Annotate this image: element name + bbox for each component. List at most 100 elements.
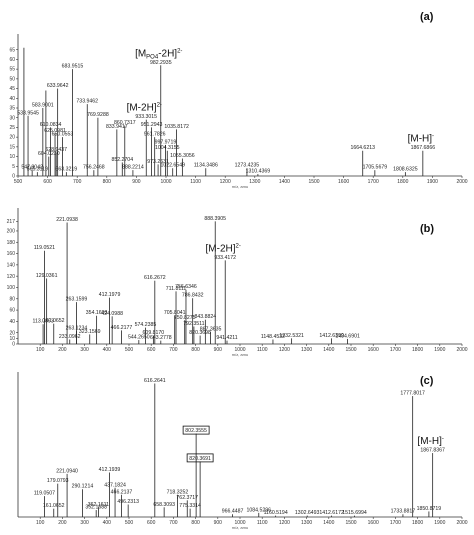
peak-label: 1850.8719 (417, 506, 442, 512)
x-tick-label: 1000 (234, 520, 245, 526)
y-tick-label: 10 (9, 154, 15, 160)
peak-label: 860.7317 (114, 120, 136, 126)
peak-label: 412.1979 (99, 292, 121, 298)
y-tick-label: 15 (9, 144, 15, 150)
y-tick-label: 40 (9, 96, 15, 102)
y-tick-label: 217 (7, 219, 16, 225)
peak-label: 683.9515 (62, 64, 84, 70)
peak-label: 820.3691 (189, 456, 211, 462)
x-tick-label: 1300 (249, 179, 260, 185)
peak-label: 1777.8017 (400, 391, 425, 397)
peak-label: 1148.4532 (261, 334, 285, 340)
peak-label: 786.8432 (182, 293, 204, 299)
x-tick-label: 600 (147, 347, 156, 353)
x-tick-label: 600 (147, 520, 156, 526)
peak-label: 610.0834 (40, 122, 62, 128)
y-tick-label: 120 (7, 274, 16, 280)
peak-label: 1022.6549 (160, 163, 185, 169)
x-tick-label: 1200 (279, 347, 290, 353)
peak-label: 221.0940 (56, 468, 78, 474)
boxed-label-frame (182, 425, 210, 435)
x-tick-label: 800 (103, 179, 112, 185)
peak-label: 643.2778 (150, 335, 172, 341)
peak-label: 1004.3155 (155, 145, 180, 151)
x-tick-label: 1200 (279, 520, 290, 526)
x-tick-label: 2000 (456, 347, 467, 353)
x-tick-label: 1800 (397, 179, 408, 185)
x-tick-label: 1700 (390, 520, 401, 526)
peak-label: 705.8041 (164, 310, 186, 316)
y-tick-label: 35 (9, 106, 15, 112)
x-axis-label: m/z, amu (232, 184, 248, 189)
y-tick-label: 160 (7, 251, 16, 257)
peak-label: 496.2313 (117, 499, 139, 505)
peak-label: 762.3717 (176, 495, 198, 501)
y-tick-label: 60 (9, 57, 15, 63)
x-tick-label: 100 (36, 520, 45, 526)
peak-label: 888.3905 (204, 216, 226, 222)
x-tick-label: 100 (36, 347, 45, 353)
x-tick-label: 800 (191, 347, 200, 353)
x-tick-label: 500 (14, 179, 23, 185)
peak-label: 888.2214 (122, 165, 144, 171)
x-tick-label: 2000 (456, 179, 467, 185)
peak-label: 113.0093 (32, 319, 53, 325)
x-tick-label: 1300 (301, 347, 312, 353)
peak-label: 1705.5679 (363, 165, 388, 171)
y-tick-label: 0 (12, 342, 15, 348)
boxed-label-frame (186, 453, 214, 463)
x-tick-label: 1600 (338, 179, 349, 185)
peak-label: 119.0507 (34, 491, 55, 497)
peak-label: 852.2704 (111, 157, 133, 163)
x-tick-label: 1900 (434, 347, 445, 353)
peak-label: 966.4487 (222, 509, 244, 515)
peak-label: 997.9719 (155, 139, 177, 145)
y-tick-label: 140 (7, 262, 16, 268)
x-tick-label: 1600 (368, 347, 379, 353)
y-tick-label: 0 (12, 174, 15, 180)
peak-label: 221.0938 (56, 217, 78, 223)
x-tick-label: 200 (58, 520, 67, 526)
peak-label: 1084.5296 (246, 507, 271, 513)
y-tick-label: 80 (9, 296, 15, 302)
y-tick-label: 30 (9, 115, 15, 121)
peak-label: 290.1214 (72, 484, 94, 490)
peak-label: 1232.5321 (279, 333, 304, 339)
x-tick-label: 1800 (412, 347, 423, 353)
x-tick-label: 1700 (390, 347, 401, 353)
x-tick-label: 1100 (257, 347, 268, 353)
peak-label: 533.9545 (17, 110, 39, 116)
peak-label: 323.1569 (79, 329, 101, 335)
panel-label: (b) (420, 223, 434, 235)
peak-label: 756.6346 (175, 284, 197, 290)
x-tick-label: 1400 (323, 347, 334, 353)
ion-annotation: [M-H]- (408, 134, 434, 145)
peak-label: 625.0981 (44, 128, 66, 134)
x-tick-label: 300 (80, 347, 89, 353)
panel-label: (a) (420, 11, 434, 23)
peak-label: 951.2943 (141, 122, 163, 128)
x-tick-label: 200 (58, 347, 67, 353)
x-tick-label: 1600 (368, 520, 379, 526)
y-tick-label: 55 (9, 67, 15, 73)
peak-label: 1310.4369 (246, 169, 271, 175)
x-tick-label: 1800 (412, 520, 423, 526)
peak-label: 941.4211 (216, 335, 237, 341)
peak-label: 658.3093 (153, 502, 175, 508)
peak-label: 711.8111 (166, 286, 187, 292)
x-tick-label: 1100 (257, 520, 268, 526)
peak-label: 161.0652 (43, 503, 65, 509)
x-tick-label: 1500 (345, 347, 356, 353)
peak-label: 1055.3056 (170, 153, 195, 159)
peak-label: 565.3119 (27, 167, 48, 173)
x-tick-label: 1200 (220, 179, 231, 185)
x-tick-label: 1500 (345, 520, 356, 526)
ion-annotation: [MPO4-2H]2- (135, 48, 182, 60)
peak-label: 663.3219 (56, 167, 78, 173)
peak-label: 933.3015 (135, 114, 157, 120)
peak-label: 1808.6325 (393, 167, 418, 173)
peak-label: 547.8042 (21, 165, 43, 171)
peak-label: 583.9001 (32, 103, 54, 109)
peak-label: 119.0521 (34, 245, 55, 251)
